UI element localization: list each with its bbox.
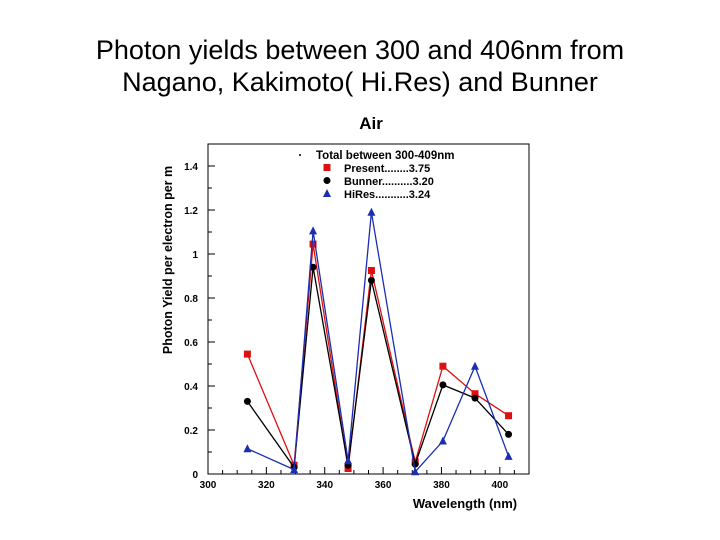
slide-title: Photon yields between 300 and 406nm from… (0, 34, 720, 98)
y-tick-label: 0.4 (184, 382, 198, 393)
data-point-hires (367, 207, 376, 216)
legend-entry-hires: HiRes...........3.24 (344, 189, 431, 201)
x-tick-label: 340 (316, 480, 333, 491)
slide-title-line-2: Nagano, Kakimoto( Hi.Res) and Bunner (122, 67, 598, 97)
data-point-bunner (439, 381, 447, 389)
legend-marker-present (323, 164, 331, 171)
series-line-present (246, 243, 509, 469)
y-tick-label: 1.2 (184, 206, 198, 217)
legend-header: Total between 300-409nm (316, 150, 454, 162)
data-point-hires (309, 226, 318, 235)
data-point-bunner (505, 430, 513, 438)
slide-title-line-1: Photon yields between 300 and 406nm from (95, 35, 625, 65)
data-point-hires (344, 456, 353, 465)
series-lines (243, 207, 513, 476)
y-tick-label: 0.6 (184, 338, 198, 349)
y-tick-label: 0 (192, 470, 198, 481)
legend: Total between 300-409nmPresent........3.… (299, 150, 454, 201)
data-point-hires (438, 436, 447, 445)
data-point-bunner (367, 276, 375, 284)
axis-ticks: 300 320 340 360 380 400 0 0.2 0.4 0.6 0.8 1 1.2 1.4 (184, 143, 530, 491)
data-point-bunner (309, 263, 317, 271)
data-point-hires (243, 444, 252, 453)
data-point-hires (471, 361, 480, 370)
chart-title: Air (359, 114, 383, 133)
data-point-hires (411, 467, 420, 476)
data-point-present (505, 412, 513, 420)
legend-entry-present: Present........3.75 (344, 163, 430, 175)
data-point-hires (290, 465, 299, 474)
data-point-present (367, 267, 375, 274)
legend-header-dot (299, 154, 301, 156)
data-point-present (439, 362, 447, 370)
x-tick-label: 400 (491, 480, 508, 491)
x-tick-label: 360 (375, 480, 392, 491)
data-point-bunner (471, 394, 479, 402)
y-axis-label: Photon Yield per electron per m (161, 166, 175, 354)
y-tick-label: 0.8 (184, 294, 198, 305)
legend-marker-hires (323, 189, 331, 197)
x-axis-label: Wavelength (nm) (413, 496, 517, 511)
data-point-present (471, 390, 479, 398)
legend-entry-bunner: Bunner..........3.20 (344, 176, 434, 188)
data-point-present (243, 350, 251, 358)
x-tick-label: 380 (433, 480, 450, 491)
legend-marker-bunner (323, 177, 331, 184)
data-point-present (309, 240, 317, 248)
y-tick-label: 1.4 (184, 162, 198, 173)
y-tick-label: 0.2 (184, 426, 198, 437)
series-line-hires (247, 212, 510, 474)
data-point-hires (504, 451, 513, 460)
x-tick-label: 300 (200, 480, 217, 491)
x-tick-label: 320 (258, 480, 275, 491)
y-tick-label: 1 (192, 250, 198, 261)
data-point-bunner (411, 460, 419, 468)
data-point-bunner (243, 397, 251, 405)
